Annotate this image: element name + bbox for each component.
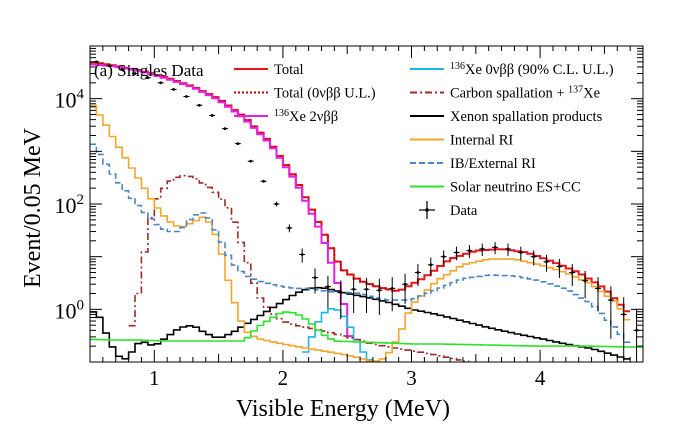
svg-text:Total (0νββ U.L.): Total (0νββ U.L.) [274, 86, 376, 102]
y-axis-label: Event/0.05 MeV [20, 127, 46, 288]
data-point [106, 64, 113, 68]
data-point [594, 277, 601, 312]
series-internal [90, 104, 631, 362]
data-point [337, 280, 344, 320]
y-tick-label: 104 [55, 87, 85, 113]
data-point [222, 127, 229, 131]
x-tick-label: 2 [278, 366, 289, 390]
data-point [376, 278, 383, 315]
data-point [312, 268, 319, 294]
plot-area [90, 60, 643, 362]
svg-text:136Xe 2νββ: 136Xe 2νββ [274, 108, 338, 125]
data-point [427, 257, 434, 276]
axes: 1 2 3 4 100 102 104 [55, 45, 644, 390]
svg-text:Data: Data [450, 203, 478, 219]
svg-text:Solar neutrino ES+CC: Solar neutrino ES+CC [450, 180, 581, 196]
data-point [517, 246, 524, 261]
legend-item-internal: Internal RI [410, 133, 513, 149]
data-point [299, 248, 306, 263]
series-ibext [90, 143, 631, 343]
legend-item-solar: Solar neutrino ES+CC [410, 180, 581, 196]
data-point [414, 264, 421, 287]
data-point [582, 270, 589, 299]
legend-item-ibext: IB/External RI [410, 156, 536, 172]
data-point [453, 246, 460, 261]
data-point [466, 245, 473, 259]
y-tick-label: 102 [55, 192, 85, 218]
svg-text:Carbon spallation + 137Xe: Carbon spallation + 137Xe [450, 85, 600, 102]
svg-text:IB/External RI: IB/External RI [450, 156, 536, 172]
svg-text:Total: Total [274, 62, 304, 78]
svg-text:Xenon spallation products: Xenon spallation products [450, 109, 603, 125]
data-point [504, 243, 511, 257]
data-point [183, 95, 190, 98]
y-tick-label: 100 [55, 297, 85, 323]
data-point [620, 297, 627, 362]
data-point [440, 250, 447, 266]
data-point [247, 159, 254, 163]
data-point [260, 179, 267, 183]
data-point [324, 275, 331, 309]
data-point [402, 273, 409, 304]
data-point [363, 277, 370, 314]
data-point [556, 258, 563, 278]
data-point [350, 277, 357, 314]
data-point [530, 250, 537, 266]
x-tick-label: 1 [149, 366, 160, 390]
data-point [479, 243, 486, 257]
data-point [389, 277, 396, 312]
svg-text:Internal RI: Internal RI [450, 133, 513, 149]
data-point [286, 224, 293, 233]
data-point [569, 264, 576, 287]
x-tick-label: 3 [406, 366, 417, 390]
legend-item-xenon: Xenon spallation products [410, 109, 603, 125]
data-point [209, 114, 216, 117]
legend-item-total: Total [234, 62, 304, 78]
series-xenon [90, 286, 631, 360]
series-solar [90, 311, 643, 348]
data-point [144, 76, 151, 80]
panel-label: (a) Singles Data [94, 61, 204, 80]
legend-item-xe0nbb: 136Xe 0νββ (90% C.L. U.L.) [410, 61, 614, 78]
legend: Total Total (0νββ U.L.) 136Xe 2νββ 136Xe 0ν… [234, 61, 614, 219]
legend-item-total_ul: Total (0νββ U.L.) [234, 86, 376, 102]
svg-text:136Xe 0νββ (90% C.L. U.L.): 136Xe 0νββ (90% C.L. U.L.) [450, 61, 614, 78]
data-point [543, 254, 550, 272]
series-xe2nbb [90, 63, 354, 338]
x-axis-label: Visible Energy (MeV) [236, 396, 450, 422]
data-point [119, 67, 126, 71]
data-point [492, 242, 499, 255]
x-tick-label: 4 [535, 366, 546, 390]
legend-item-data: Data [419, 201, 478, 219]
data-point [633, 308, 640, 362]
data-point [196, 103, 203, 107]
data-point [132, 72, 139, 75]
data-point [234, 142, 241, 146]
series-carbon [128, 174, 470, 362]
legend-item-carbon: Carbon spallation + 137Xe [410, 85, 600, 102]
legend-item-xe2nbb: 136Xe 2νββ [234, 108, 338, 125]
data-point [170, 87, 177, 91]
data-point [607, 286, 614, 339]
data-point [273, 201, 280, 207]
data-point [157, 81, 164, 85]
